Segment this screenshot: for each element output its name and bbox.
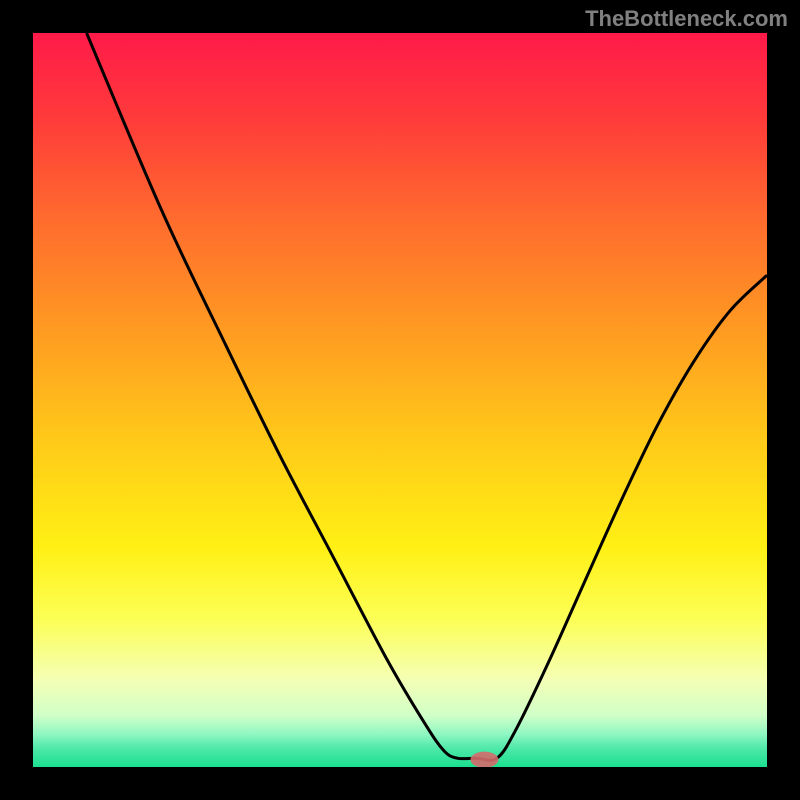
gradient-background [33, 33, 767, 767]
watermark-text: TheBottleneck.com [585, 6, 788, 32]
chart-svg [0, 0, 800, 800]
chart-container: TheBottleneck.com [0, 0, 800, 800]
valley-marker [470, 752, 498, 768]
